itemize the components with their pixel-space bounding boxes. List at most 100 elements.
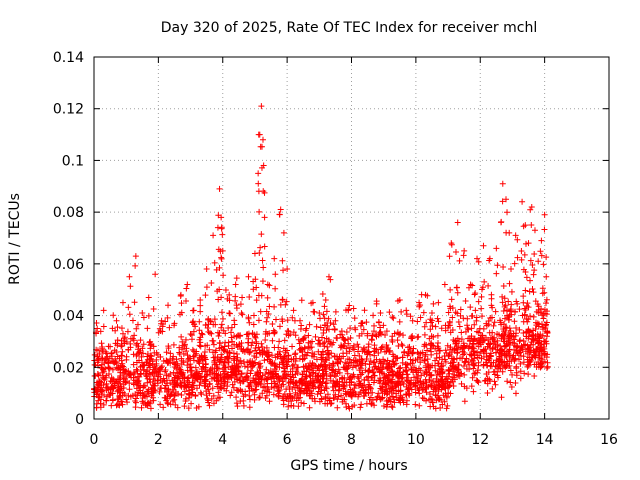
data-point [226,291,233,298]
data-point [300,400,307,407]
data-point [489,304,496,311]
data-point [201,380,208,387]
data-point [356,352,363,359]
data-point [174,404,181,411]
data-point [361,376,368,383]
data-point [257,308,264,315]
data-point [520,293,527,300]
data-point [289,371,296,378]
data-point [178,346,185,353]
data-point [160,321,167,328]
data-point [279,378,286,385]
data-point [311,379,318,386]
data-point [522,307,529,314]
data-point [117,366,124,373]
data-point [428,372,435,379]
data-point [364,349,371,356]
data-point [461,398,468,405]
data-point [472,369,479,376]
data-point [498,332,505,339]
data-point [253,297,260,304]
data-point [156,388,163,395]
data-point [538,237,545,244]
data-point [218,321,225,328]
data-point [434,315,441,322]
data-points [91,103,551,412]
data-point [292,332,299,339]
data-point [538,363,545,370]
data-point [171,384,178,391]
data-point [458,329,465,336]
data-point [375,332,382,339]
data-point [470,388,477,395]
data-point [177,292,184,299]
data-point [343,350,350,357]
data-point [523,333,530,340]
data-point [246,293,253,300]
data-point [237,374,244,381]
data-point [522,287,529,294]
data-point [185,405,192,412]
data-point [529,331,536,338]
data-point [250,278,257,285]
data-point [322,297,329,304]
data-point [147,338,154,345]
data-point [174,370,181,377]
data-point [302,380,309,387]
data-point [499,198,506,205]
data-point [256,360,263,367]
data-point [326,326,333,333]
data-point [225,363,232,370]
data-point [230,350,237,357]
data-point [347,335,354,342]
data-point [316,315,323,322]
data-point [446,382,453,389]
data-point [489,346,496,353]
data-point [369,389,376,396]
x-tick-label: 6 [283,432,292,448]
data-point [363,400,370,407]
data-point [289,314,296,321]
data-point [468,313,475,320]
data-point [522,341,529,348]
data-point [126,386,133,393]
data-point [422,386,429,393]
data-point [263,344,270,351]
data-point [219,231,226,238]
data-point [119,363,126,370]
data-point [284,266,291,273]
data-point [165,345,172,352]
data-point [512,379,519,386]
data-point [368,336,375,343]
data-point [218,385,225,392]
data-point [166,324,173,331]
data-point [258,380,265,387]
data-point [488,291,495,298]
data-point [377,359,384,366]
data-point [283,395,290,402]
data-point [480,353,487,360]
data-point [220,347,227,354]
data-point [382,387,389,394]
data-point [333,334,340,341]
data-point [108,402,115,409]
data-point [355,375,362,382]
data-point [509,354,516,361]
data-point [233,275,240,282]
data-point [120,367,127,374]
data-point [255,317,262,324]
data-point [150,366,157,373]
data-point [370,369,377,376]
data-point [434,368,441,375]
data-point [366,381,373,388]
data-point [453,284,460,291]
data-point [292,350,299,357]
data-point [219,315,226,322]
data-point [300,335,307,342]
data-point [278,383,285,390]
data-point [216,359,223,366]
data-point [327,372,334,379]
data-point [184,358,191,365]
data-point [144,353,151,360]
data-point [493,270,500,277]
